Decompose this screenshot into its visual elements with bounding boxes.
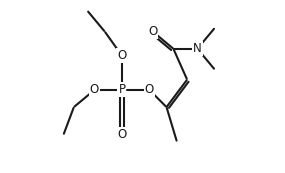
- Text: O: O: [117, 49, 127, 62]
- Text: P: P: [118, 83, 125, 96]
- Text: O: O: [117, 128, 127, 141]
- Text: O: O: [148, 25, 157, 38]
- Text: N: N: [193, 42, 202, 55]
- Text: O: O: [90, 83, 99, 96]
- Text: O: O: [145, 83, 154, 96]
